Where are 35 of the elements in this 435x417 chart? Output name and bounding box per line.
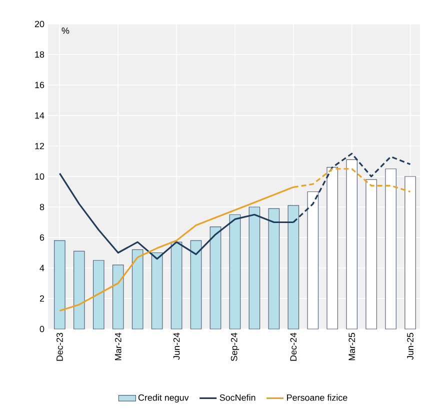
legend-label: SocNefin — [220, 394, 256, 401]
x-tick-label: Sep-24 — [230, 332, 240, 362]
bar — [268, 208, 280, 330]
bar — [112, 264, 124, 330]
legend-label: Persoane fizice — [287, 394, 348, 401]
bar — [74, 250, 85, 330]
bar — [210, 226, 222, 330]
x-tick-label: Dec-24 — [290, 332, 297, 361]
x-tick-label: Dec-23 — [56, 332, 63, 361]
bar — [190, 240, 202, 330]
x-tick-label: Jun-25 — [407, 332, 414, 360]
bar — [248, 206, 260, 330]
y-tick-label: 8 — [40, 204, 44, 210]
y-tick-label: 4 — [40, 264, 44, 272]
bar — [170, 242, 182, 330]
bar — [132, 249, 144, 330]
legend-label: Credit neguv — [138, 394, 189, 403]
y-tick-label: 20 — [34, 20, 44, 28]
bar — [229, 214, 241, 330]
y-tick-label: 16 — [35, 82, 44, 88]
y-axis-title: % — [62, 28, 70, 34]
y-tick-label: 18 — [35, 51, 44, 58]
x-tick-label: Mar-25 — [348, 332, 356, 360]
y-tick-label: 6 — [40, 234, 44, 241]
y-tick-label: 2 — [40, 295, 44, 302]
y-tick-label: 0 — [40, 326, 44, 332]
bar — [288, 205, 300, 330]
y-tick-label: 12 — [35, 142, 44, 150]
x-tick-label: Jun-24 — [173, 332, 180, 360]
y-tick-label: 10 — [35, 173, 44, 180]
y-tick-label: 14 — [35, 112, 44, 119]
x-tick-label: Mar-24 — [114, 332, 122, 360]
bar — [54, 240, 66, 330]
bar — [92, 260, 104, 330]
bar — [151, 252, 163, 330]
